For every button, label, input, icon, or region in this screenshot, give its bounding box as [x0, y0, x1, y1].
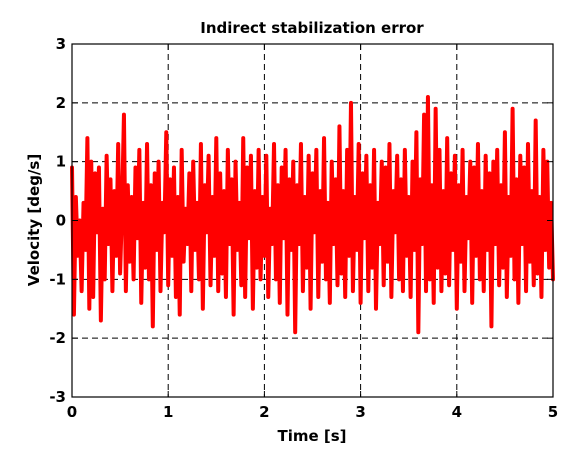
- x-tick-label: 2: [259, 403, 269, 421]
- series-layer: [70, 94, 555, 335]
- axis-layer: 0 1 2 3 4 5 3 2 1 0 -1 -2 -3: [49, 35, 558, 421]
- y-tick-label: -3: [49, 388, 66, 406]
- y-tick-label: 2: [56, 94, 66, 112]
- y-tick-label: 1: [56, 153, 66, 171]
- x-tick-label: 1: [163, 403, 173, 421]
- y-tick-label: 3: [56, 35, 66, 53]
- series-line: [70, 94, 555, 335]
- y-tick-label: -2: [49, 329, 66, 347]
- x-tick-label: 4: [452, 403, 462, 421]
- y-tick-label: -1: [49, 270, 66, 288]
- x-tick-label: 5: [548, 403, 558, 421]
- x-tick-label: 3: [355, 403, 365, 421]
- y-tick-label: 0: [56, 212, 66, 230]
- y-axis-label: Velocity [deg/s]: [25, 154, 43, 286]
- chart-title: Indirect stabilization error: [200, 19, 424, 37]
- x-tick-label: 0: [67, 403, 77, 421]
- x-axis-label: Time [s]: [277, 427, 346, 445]
